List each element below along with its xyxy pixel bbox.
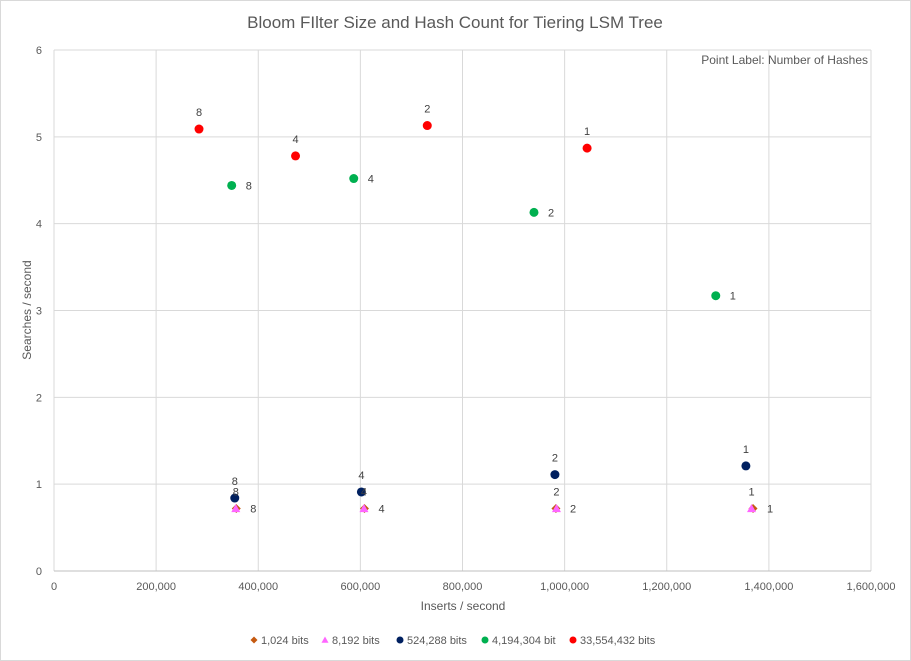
point-label: 8	[233, 486, 239, 498]
point-label: 8	[250, 503, 256, 515]
x-tick-label: 1,000,000	[540, 581, 589, 593]
point-label: 8	[232, 476, 238, 488]
x-tick-labels: 0 200,000 400,000 600,000 800,000 1,000,000 1,…	[51, 581, 896, 593]
data-point	[230, 493, 240, 503]
data-point	[349, 174, 359, 184]
data-point	[231, 503, 241, 513]
y-tick-label: 2	[36, 392, 42, 404]
y-tick-label: 3	[36, 306, 42, 318]
point-label-annotation: Point Label: Number of Hashes	[701, 53, 868, 67]
point-label: 4	[361, 486, 367, 498]
point-label: 1	[584, 126, 590, 138]
point-label: 2	[424, 104, 430, 116]
data-point	[551, 503, 561, 513]
point-label: 2	[552, 453, 558, 465]
point-label: 1	[767, 503, 773, 515]
data-point	[741, 461, 751, 471]
x-tick-label: 600,000	[340, 581, 380, 593]
data-points	[194, 121, 758, 513]
legend-entry: 8,192 bits	[332, 635, 380, 647]
data-point	[550, 470, 560, 480]
y-tick-label: 1	[36, 479, 42, 491]
legend-marker	[250, 636, 258, 644]
point-label: 2	[553, 486, 559, 498]
x-tick-label: 200,000	[136, 581, 176, 593]
y-tick-label: 4	[36, 219, 42, 231]
legend-entry: 1,024 bits	[261, 635, 309, 647]
legend-marker	[396, 636, 404, 644]
legend-marker	[481, 636, 489, 644]
legend-marker	[569, 636, 577, 644]
data-point	[422, 121, 432, 131]
data-point	[359, 503, 369, 513]
point-label: 2	[570, 503, 576, 515]
point-label: 8	[196, 107, 202, 119]
x-tick-label: 400,000	[238, 581, 278, 593]
data-point	[711, 291, 721, 301]
point-label: 1	[730, 291, 736, 303]
point-label: 4	[378, 503, 384, 515]
x-tick-label: 1,400,000	[744, 581, 793, 593]
data-point	[194, 124, 204, 134]
x-tick-label: 0	[51, 581, 57, 593]
legend: 1,024 bits 8,192 bits 524,288 bits 4,194,30…	[250, 635, 656, 647]
y-tick-label: 5	[36, 132, 42, 144]
x-tick-label: 1,200,000	[642, 581, 691, 593]
data-point	[529, 207, 539, 217]
y-axis-title: Searches / second	[20, 260, 34, 359]
point-labels: 8 4 2 1 8 4 2 1 8 4 2 1 8 4 2 1 8 4 2 1	[196, 104, 773, 516]
x-tick-label: 800,000	[443, 581, 483, 593]
point-label: 1	[743, 444, 749, 456]
point-label: 4	[292, 134, 298, 146]
data-point	[227, 180, 237, 190]
x-tick-label: 1,600,000	[847, 581, 896, 593]
point-label: 2	[548, 207, 554, 219]
data-point	[747, 503, 757, 513]
y-tick-labels: 0 1 2 3 4 5 6	[36, 45, 42, 578]
point-label: 1	[748, 486, 754, 498]
data-point	[356, 487, 366, 497]
legend-entry: 524,288 bits	[407, 635, 467, 647]
point-label: 8	[246, 180, 252, 192]
chart-title: Bloom FIlter Size and Hash Count for Tie…	[247, 13, 663, 32]
legend-entry: 4,194,304 bit	[492, 635, 556, 647]
legend-entry: 33,554,432 bits	[580, 635, 656, 647]
x-axis-title: Inserts / second	[421, 599, 506, 613]
point-label: 4	[358, 470, 364, 482]
data-point	[291, 151, 301, 161]
data-point	[582, 143, 592, 153]
legend-marker	[321, 636, 329, 643]
point-label: 4	[368, 174, 374, 186]
y-tick-label: 0	[36, 566, 42, 578]
y-tick-label: 6	[36, 45, 42, 57]
